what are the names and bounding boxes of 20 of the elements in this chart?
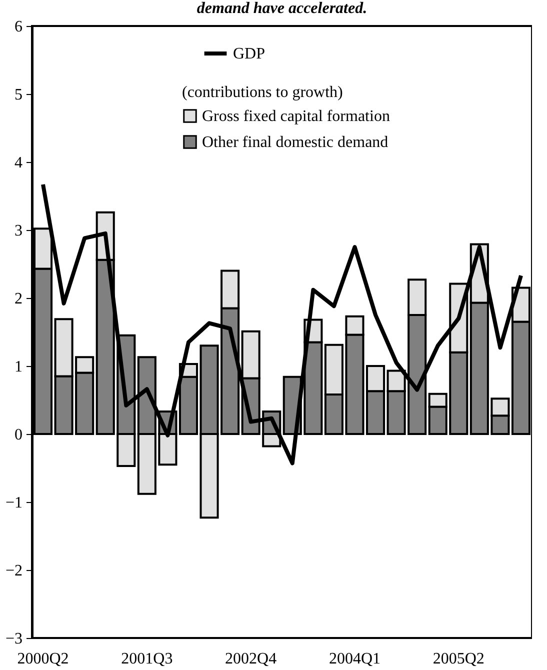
x-tick-label: 2002Q4 (225, 650, 277, 668)
y-tick-label: 6 (14, 18, 22, 36)
legend-label: Gross fixed capital formation (202, 108, 390, 125)
y-tick-label: −3 (5, 630, 22, 648)
y-tick-label: 4 (14, 154, 22, 172)
chart-title: demand have accelerated. (196, 0, 368, 17)
y-tick-label: 3 (14, 222, 22, 240)
y-tick-label: −2 (5, 562, 22, 580)
y-tick-label: 0 (14, 426, 22, 444)
y-tick-label: 5 (14, 86, 22, 104)
legend-label: Other final domestic demand (202, 134, 388, 151)
x-tick-label: 2001Q3 (121, 650, 173, 668)
y-tick-label: 2 (14, 290, 22, 308)
x-tick-label: 2000Q2 (17, 650, 69, 668)
y-tick-label: −1 (5, 494, 22, 512)
x-tick-label: 2005Q2 (432, 650, 484, 668)
legend-label: GDP (233, 46, 266, 62)
x-tick-label: 2004Q1 (328, 650, 381, 668)
y-tick-label: 1 (14, 358, 22, 376)
legend-title: (contributions to growth) (182, 84, 343, 101)
